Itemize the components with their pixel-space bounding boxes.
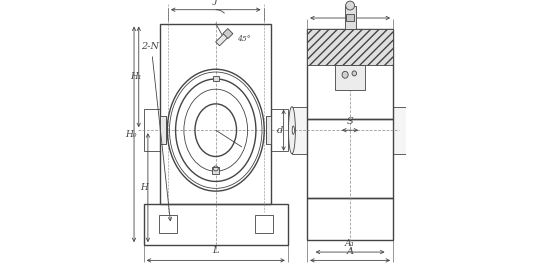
Text: L: L xyxy=(213,247,219,255)
Text: 45°: 45° xyxy=(237,35,250,43)
Bar xyxy=(307,198,393,240)
Text: H: H xyxy=(140,183,148,192)
Bar xyxy=(159,216,177,233)
Text: B: B xyxy=(347,4,354,13)
Bar xyxy=(292,107,307,154)
Ellipse shape xyxy=(288,107,295,154)
Ellipse shape xyxy=(345,1,355,10)
Ellipse shape xyxy=(342,71,348,78)
Bar xyxy=(144,204,288,245)
Bar xyxy=(307,29,393,119)
Bar xyxy=(160,116,166,144)
Bar xyxy=(144,109,160,151)
Text: A₁: A₁ xyxy=(345,239,355,248)
Ellipse shape xyxy=(292,126,294,134)
Bar xyxy=(160,24,271,204)
Text: 2-N: 2-N xyxy=(141,42,159,51)
Bar xyxy=(271,109,288,151)
Text: d: d xyxy=(277,126,283,135)
Bar xyxy=(307,29,393,65)
Bar xyxy=(223,29,233,39)
Text: S: S xyxy=(347,117,354,126)
Text: A: A xyxy=(347,247,354,256)
Text: H₁: H₁ xyxy=(130,72,141,81)
Bar xyxy=(216,32,230,46)
Bar xyxy=(213,167,219,174)
Bar xyxy=(393,107,409,154)
Bar xyxy=(307,119,393,198)
Bar xyxy=(255,216,272,233)
Bar xyxy=(335,65,365,90)
Bar xyxy=(213,76,219,81)
Bar xyxy=(344,6,356,29)
Text: H₀: H₀ xyxy=(125,130,137,139)
Text: J: J xyxy=(214,0,218,5)
Bar xyxy=(265,116,271,144)
Bar xyxy=(346,14,354,21)
Ellipse shape xyxy=(352,71,357,76)
